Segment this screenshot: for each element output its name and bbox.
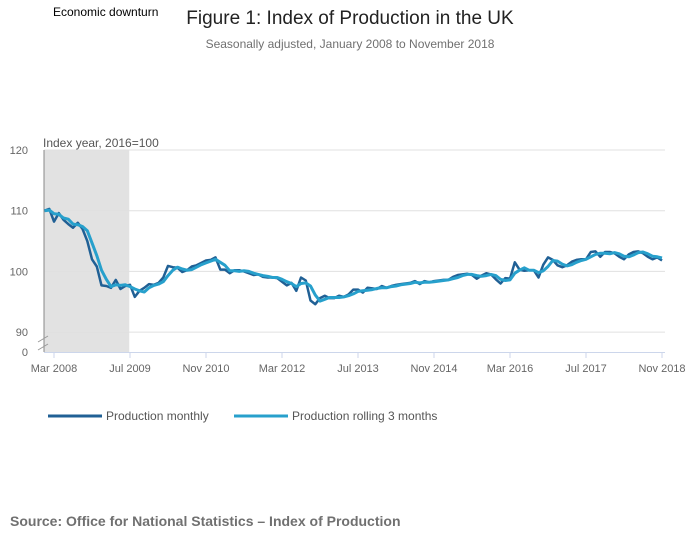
chart-subtitle: Seasonally adjusted, January 2008 to Nov…	[205, 37, 495, 51]
x-tick-label: Nov 2010	[182, 363, 229, 375]
y-tick-label: 100	[10, 266, 28, 278]
x-tick-label: Mar 2008	[31, 363, 77, 375]
downturn-shading	[44, 150, 130, 352]
x-tick-label: Mar 2012	[259, 363, 305, 375]
x-tick-label: Mar 2016	[487, 363, 533, 375]
x-tick-label: Nov 2014	[410, 363, 457, 375]
x-tick-label: Jul 2009	[109, 363, 151, 375]
source-note: Source: Office for National Statistics –…	[10, 513, 401, 529]
y-tick-label: 0	[22, 347, 28, 359]
legend-label: Production monthly	[106, 409, 209, 423]
axis-break-mark	[37, 343, 49, 351]
downturn-annotation: Economic downturn	[53, 5, 159, 19]
x-tick-label: Jul 2017	[565, 363, 607, 375]
x-tick-label: Jul 2013	[337, 363, 379, 375]
y-tick-label: 120	[10, 145, 28, 157]
y-tick-label: 90	[16, 327, 28, 339]
legend-label: Production rolling 3 months	[292, 409, 437, 423]
y-tick-label: 110	[10, 206, 28, 218]
axis-break-mark	[37, 335, 49, 343]
chart-title: Figure 1: Index of Production in the UK	[186, 8, 514, 29]
y-axis-label: Index year, 2016=100	[43, 136, 159, 150]
series-line-rolling	[44, 208, 663, 303]
series-line-monthly	[44, 207, 663, 306]
x-tick-label: Nov 2018	[638, 363, 685, 375]
